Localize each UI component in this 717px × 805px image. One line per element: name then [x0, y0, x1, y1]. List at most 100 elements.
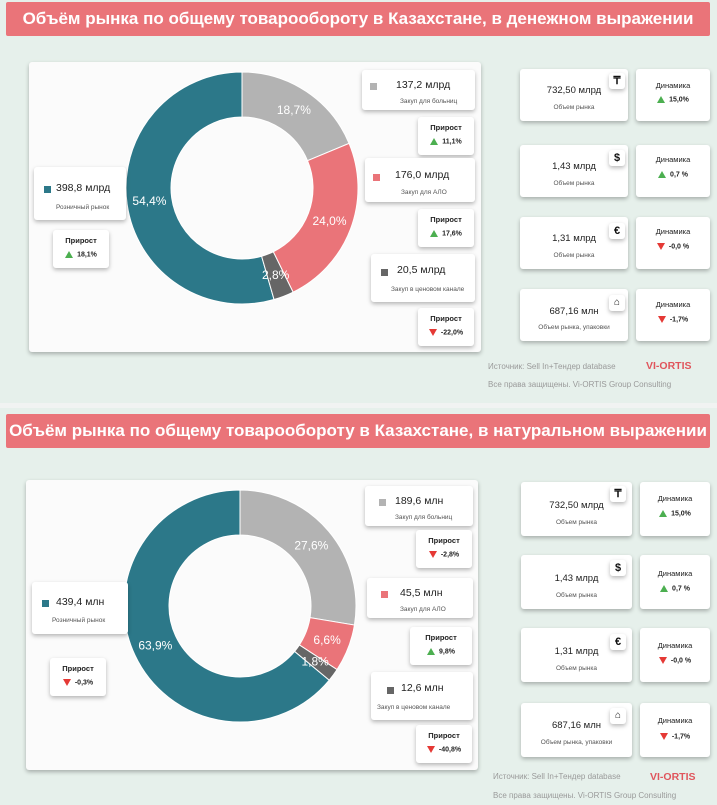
growth-alo: Прирост 17,6%	[418, 209, 474, 247]
arrow-up-icon	[660, 585, 669, 592]
legend-retail: 439,4 млн Розничный рынок	[32, 582, 128, 634]
kpi-card-packages: 687,16 млн Объем рынка, упаковки ⌂	[520, 289, 628, 341]
kpi-label: Объем рынка	[556, 665, 597, 672]
dynamics-value: -0,0 %	[668, 243, 690, 251]
alo-color-swatch	[373, 174, 380, 181]
arrow-up-icon	[427, 648, 436, 655]
slice-label-retail: 54,4%	[132, 194, 166, 208]
alo-label: Закуп для АЛО	[400, 606, 446, 613]
kpi-value: 732,50 млрд	[546, 85, 602, 96]
growth-retail: Прирост -0,3%	[50, 658, 106, 696]
growth-price-channel: Прирост -22,0%	[418, 308, 474, 346]
dynamics-value: 15,0%	[669, 96, 689, 104]
dynamics-value: -0,0 %	[670, 657, 692, 665]
kpi-value: 1,31 млрд	[552, 233, 596, 244]
hospitals-label: Закуп для больниц	[400, 98, 458, 105]
growth-value: 17,6%	[442, 230, 462, 238]
rights-note: Все права защищены. Vi-ORTIS Group Consu…	[488, 380, 672, 389]
slice-label-hospitals: 27,6%	[294, 539, 328, 553]
price-channel-value: 20,5 млрд	[397, 264, 446, 276]
growth-title: Прирост	[430, 215, 462, 224]
kpi-card-packages: 687,16 млн Объем рынка, упаковки ⌂	[521, 703, 632, 757]
alo-value: 45,5 млн	[400, 587, 443, 599]
kpi-dynamics-tenge: Динамика 15,0%	[636, 69, 710, 121]
retail-label: Розничный рынок	[56, 204, 110, 211]
rights-note: Все права защищены. Vi-ORTIS Group Consu…	[493, 791, 677, 800]
retail-value: 439,4 млн	[56, 596, 105, 608]
donut-chart: 63,9% 27,6% 6,6% 1,8%	[123, 489, 357, 723]
source-note: Источник: Sell In+Тендер database	[493, 772, 621, 781]
kpi-dynamics-dollar: Динамика 0,7 %	[636, 145, 710, 197]
alo-label: Закуп для АЛО	[401, 189, 447, 196]
euro-icon: €	[609, 223, 625, 239]
kpi-dynamics-packages: Динамика -1,7%	[640, 703, 710, 757]
arrow-down-icon	[658, 657, 667, 664]
growth-hospitals: Прирост 11,1%	[418, 117, 474, 155]
hospitals-color-swatch	[379, 499, 386, 506]
growth-title: Прирост	[428, 731, 460, 740]
arrow-up-icon	[65, 251, 74, 258]
kpi-card-euro: 1,31 млрд Объем рынка €	[520, 217, 628, 269]
dynamics-title: Динамика	[657, 569, 693, 578]
arrow-up-icon	[658, 171, 667, 178]
growth-value: 11,1%	[442, 138, 462, 146]
kpi-card-dollar: 1,43 млрд Объем рынка $	[520, 145, 628, 197]
arrow-down-icon	[659, 733, 668, 740]
slice-label-retail: 63,9%	[138, 639, 172, 653]
kpi-dynamics-packages: Динамика -1,7%	[636, 289, 710, 341]
growth-retail: Прирост 18,1%	[53, 230, 109, 268]
kpi-value: 687,16 млн	[551, 720, 602, 731]
legend-price-channel: 12,6 млн Закуп в ценовом канале	[371, 672, 473, 720]
growth-value: -22,0%	[440, 329, 464, 337]
dynamics-value: 0,7 %	[672, 585, 690, 593]
retail-color-swatch	[44, 186, 51, 193]
dynamics-title: Динамика	[657, 494, 693, 503]
kpi-dynamics-dollar: Динамика 0,7 %	[640, 555, 710, 609]
hospitals-value: 137,2 млрд	[396, 79, 451, 91]
donut-slice-retail	[123, 489, 330, 723]
slice-label-alo: 24,0%	[312, 214, 346, 228]
arrow-up-icon	[657, 96, 666, 103]
kpi-label: Объем рынка	[553, 252, 595, 259]
arrow-down-icon	[426, 746, 435, 753]
growth-title: Прирост	[62, 664, 94, 673]
euro-icon: €	[610, 634, 626, 650]
slice-label-hospitals: 18,7%	[277, 103, 311, 117]
dynamics-title: Динамика	[655, 155, 691, 164]
price-channel-value: 12,6 млн	[401, 682, 444, 694]
kpi-label: Объем рынка	[556, 519, 597, 526]
growth-title: Прирост	[430, 123, 462, 132]
dynamics-value: -1,7%	[671, 733, 691, 741]
kpi-value: 687,16 млн	[549, 306, 599, 317]
kpi-value: 1,43 млрд	[554, 573, 599, 584]
legend-alo: 176,0 млрд Закуп для АЛО	[365, 158, 475, 202]
donut-chart: 54,4% 18,7% 24,0% 2,8%	[125, 71, 359, 305]
growth-title: Прирост	[425, 633, 457, 642]
kpi-value: 732,50 млрд	[549, 500, 604, 511]
legend-alo: 45,5 млн Закуп для АЛО	[367, 578, 473, 618]
arrow-down-icon	[62, 679, 71, 686]
kpi-dynamics-euro: Динамика -0,0 %	[640, 628, 710, 682]
donut-slice-retail	[125, 71, 275, 305]
donut-slice-hospitals	[239, 489, 357, 626]
legend-retail: 398,8 млрд Розничный рынок	[34, 167, 126, 220]
alo-value: 176,0 млрд	[395, 169, 450, 181]
kpi-dynamics-euro: Динамика -0,0 %	[636, 217, 710, 269]
vi-ortis-logo: VI-ORTIS	[650, 771, 696, 783]
dynamics-title: Динамика	[657, 716, 693, 725]
arrow-down-icon	[428, 329, 437, 336]
kpi-card-tenge: 732,50 млрд Объем рынка ₸	[521, 482, 632, 536]
hospitals-color-swatch	[370, 83, 377, 90]
growth-alo: Прирост 9,8%	[410, 627, 472, 665]
dynamics-value: -1,7%	[669, 316, 689, 324]
hospitals-label: Закуп для больниц	[395, 514, 453, 521]
growth-title: Прирост	[65, 236, 97, 245]
price-channel-color-swatch	[381, 269, 388, 276]
dollar-icon: $	[609, 150, 625, 166]
donut-chart-card: 54,4% 18,7% 24,0% 2,8% 398,8 млрд Розничный…	[29, 62, 481, 352]
panel-natural: Объём рынка по общему товарообороту в Ка…	[0, 408, 717, 805]
growth-value: 9,8%	[439, 648, 455, 656]
tenge-icon: ₸	[609, 73, 625, 89]
kpi-value: 1,43 млрд	[552, 161, 596, 172]
price-channel-label: Закуп в ценовом канале	[377, 704, 451, 711]
